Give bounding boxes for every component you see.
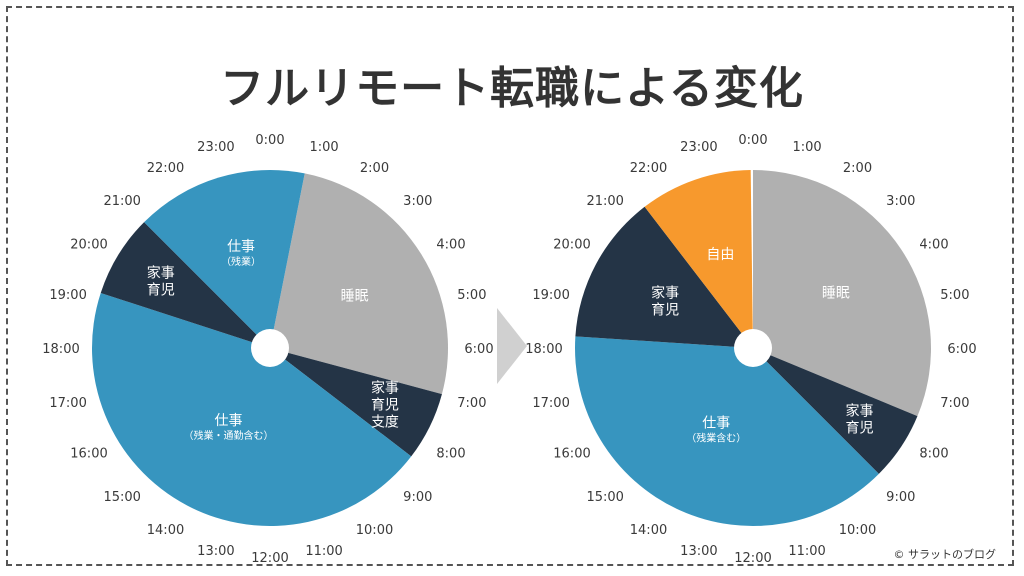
pie-center-hole — [734, 329, 772, 367]
slice-label: 仕事 — [702, 415, 730, 431]
hour-tick-label: 0:00 — [738, 133, 767, 148]
hour-tick-label: 14:00 — [630, 523, 667, 538]
pie-slice — [753, 348, 918, 474]
credit-text: © サラットのブログ — [893, 548, 997, 561]
hour-tick-label: 2:00 — [843, 161, 872, 176]
hour-tick-label: 12:00 — [251, 551, 288, 566]
slice-label: 家事 — [651, 285, 679, 302]
hour-tick-label: 15:00 — [103, 490, 140, 505]
hour-tick-label: 6:00 — [464, 342, 493, 357]
hour-tick-label: 19:00 — [49, 288, 86, 303]
hour-tick-label: 19:00 — [532, 288, 569, 303]
slice-label: 仕事 — [227, 239, 255, 255]
hour-tick-label: 0:00 — [255, 133, 284, 148]
hour-tick-label: 18:00 — [42, 342, 79, 357]
hour-tick-label: 11:00 — [305, 544, 342, 559]
hour-tick-label: 22:00 — [630, 161, 667, 176]
hour-tick-label: 4:00 — [436, 238, 465, 253]
slice-label: 育児 — [846, 421, 874, 437]
slice-label: 育児 — [147, 283, 175, 299]
pie-slice — [575, 336, 879, 526]
hour-tick-label: 8:00 — [919, 447, 948, 462]
hour-tick-label: 6:00 — [947, 342, 976, 357]
hour-tick-label: 9:00 — [886, 490, 915, 505]
pie-slice — [100, 222, 270, 348]
hour-tick-label: 9:00 — [403, 490, 432, 505]
slice-label: 自由 — [706, 247, 734, 263]
slice-label: 家事 — [371, 380, 399, 397]
hour-tick-label: 5:00 — [457, 288, 486, 303]
hour-tick-label: 11:00 — [788, 544, 825, 559]
hour-tick-label: 22:00 — [147, 161, 184, 176]
slice-label: 家事 — [846, 403, 874, 420]
hour-tick-label: 16:00 — [70, 447, 107, 462]
slice-label: 育児 — [651, 303, 679, 319]
slice-label: 睡眠 — [822, 286, 850, 302]
slice-label: 支度 — [371, 415, 399, 431]
hour-tick-label: 23:00 — [680, 140, 717, 155]
pie-slice — [91, 292, 412, 526]
hour-tick-label: 1:00 — [792, 140, 821, 155]
hour-tick-label: 5:00 — [940, 288, 969, 303]
hour-tick-label: 18:00 — [525, 342, 562, 357]
hour-tick-label: 4:00 — [919, 238, 948, 253]
hour-tick-label: 13:00 — [680, 544, 717, 559]
pie-slice — [753, 170, 931, 417]
dashed-frame — [6, 6, 1014, 566]
hour-tick-label: 16:00 — [553, 447, 590, 462]
hour-tick-label: 3:00 — [403, 194, 432, 209]
pie-slice — [270, 348, 442, 457]
slice-label: 育児 — [371, 398, 399, 414]
hour-tick-label: 10:00 — [356, 523, 393, 538]
hour-tick-label: 20:00 — [553, 238, 590, 253]
hour-tick-label: 12:00 — [734, 551, 771, 566]
hour-tick-label: 15:00 — [586, 490, 623, 505]
hour-tick-label: 7:00 — [940, 396, 969, 411]
slice-sublabel: （残業含む） — [686, 431, 746, 444]
arrow-icon — [497, 308, 527, 384]
pie-slice — [270, 173, 448, 395]
pie-slice — [644, 170, 753, 348]
hour-tick-label: 23:00 — [197, 140, 234, 155]
hour-tick-label: 8:00 — [436, 447, 465, 462]
hour-tick-label: 13:00 — [197, 544, 234, 559]
hour-tick-label: 7:00 — [457, 396, 486, 411]
slice-label: 睡眠 — [341, 288, 369, 304]
hour-tick-label: 20:00 — [70, 238, 107, 253]
slice-label: 仕事 — [215, 413, 243, 429]
hour-tick-label: 21:00 — [586, 194, 623, 209]
hour-tick-label: 14:00 — [147, 523, 184, 538]
hour-tick-label: 10:00 — [839, 523, 876, 538]
hour-tick-label: 17:00 — [49, 396, 86, 411]
slice-label: 家事 — [147, 265, 175, 282]
pie-slice — [575, 206, 753, 348]
page-title: フルリモート転職による変化 — [220, 63, 804, 114]
hour-tick-label: 2:00 — [360, 161, 389, 176]
hour-tick-label: 17:00 — [532, 396, 569, 411]
pie-slice — [144, 170, 305, 348]
slice-sublabel: （残業） — [221, 255, 261, 268]
pie-center-hole — [251, 329, 289, 367]
slice-sublabel: （残業・通勤含む） — [184, 429, 274, 442]
hour-tick-label: 3:00 — [886, 194, 915, 209]
hour-tick-label: 1:00 — [309, 140, 338, 155]
hour-tick-label: 21:00 — [103, 194, 140, 209]
